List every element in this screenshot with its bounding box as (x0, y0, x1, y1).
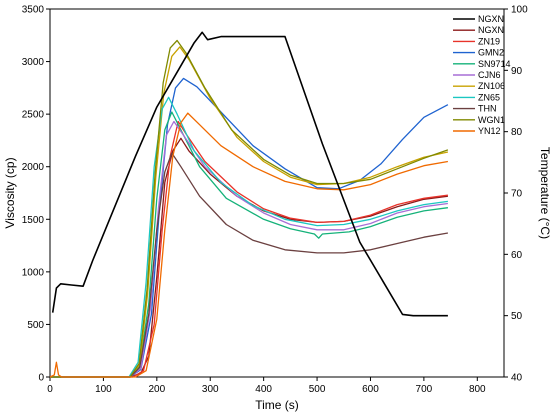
x-tick-label: 700 (416, 384, 433, 395)
y2-axis-label: Temperature (°C) (538, 147, 550, 239)
legend-label: THN (478, 104, 497, 114)
y-tick-label: 3000 (22, 57, 45, 68)
series-line-ngxn (50, 137, 448, 378)
y2-tick-label: 50 (511, 311, 523, 322)
y-tick-label: 1000 (22, 267, 45, 278)
y2-tick-label: 90 (511, 66, 523, 77)
x-tick-label: 400 (255, 384, 272, 395)
legend-label: ZN65 (478, 92, 500, 102)
legend-label: GMN2 (478, 48, 504, 58)
y-tick-label: 3500 (22, 5, 45, 16)
legend-label: WGN1 (478, 115, 505, 125)
y-tick-label: 500 (27, 320, 44, 331)
y-axis-left: 0 500 1000 1500 2000 2500 3000 3500 (22, 5, 50, 384)
x-tick-label: 500 (309, 384, 326, 395)
x-tick-label: 800 (469, 384, 486, 395)
legend-label: NGXN (478, 25, 504, 35)
series-line-cjn6 (50, 120, 448, 378)
series-line-thn (50, 152, 449, 378)
x-tick-label: 0 (47, 384, 53, 395)
y-tick-label: 2000 (22, 162, 45, 173)
series-line-zn106 (50, 46, 449, 378)
series-line-yn12 (49, 112, 449, 378)
x-axis: 0 100 200 300 400 500 600 700 800 (47, 377, 486, 395)
x-tick-label: 300 (202, 384, 219, 395)
y2-tick-label: 80 (511, 127, 523, 138)
series-line-zn19 (50, 120, 448, 378)
y-tick-label: 0 (38, 373, 44, 384)
series-line-wgn1 (50, 39, 449, 378)
y-tick-label: 2500 (22, 110, 45, 121)
y2-tick-label: 100 (511, 5, 528, 16)
series-line-sn9714 (50, 111, 448, 378)
legend-label: NGXN (478, 14, 504, 24)
temperature-line (51, 31, 448, 317)
x-tick-label: 600 (362, 384, 379, 395)
x-tick-label: 200 (148, 384, 165, 395)
series-line-gmn2 (50, 77, 449, 378)
legend-label: ZN19 (478, 36, 500, 46)
legend-label: SN9714 (478, 59, 511, 69)
y2-tick-label: 40 (511, 373, 523, 384)
series-layer (49, 31, 449, 378)
plot-frame (49, 8, 505, 378)
y2-tick-label: 70 (511, 189, 523, 200)
x-axis-label: Time (s) (255, 398, 299, 412)
legend-label: ZN106 (478, 81, 505, 91)
series-line-zn65 (50, 96, 448, 378)
x-tick-label: 100 (95, 384, 112, 395)
legend-label: YN12 (478, 126, 501, 136)
y-tick-label: 1500 (22, 215, 45, 226)
y2-tick-label: 60 (511, 250, 523, 261)
legend: NGXNNGXNZN19GMN2SN9714CJN6ZN106ZN65THNWG… (453, 14, 511, 136)
y-axis-label: Viscosity (cp) (3, 157, 17, 228)
legend-label: CJN6 (478, 70, 501, 80)
y-axis-right: 40 50 60 70 80 90 100 (504, 5, 528, 384)
